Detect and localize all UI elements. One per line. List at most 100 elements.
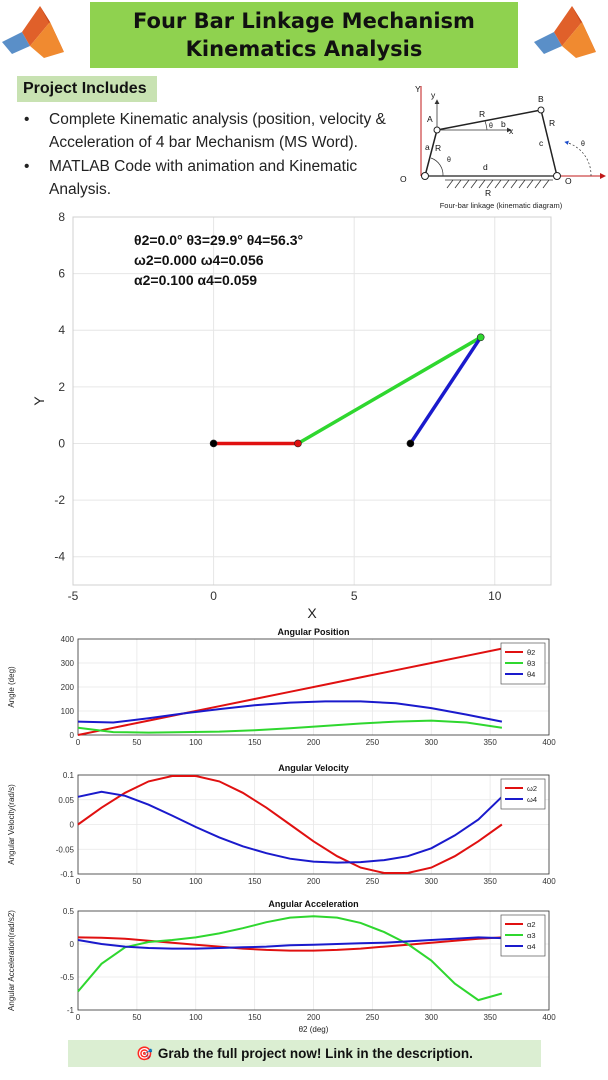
x-axis-label: X: [307, 605, 317, 621]
diagram-label-Y: Y: [415, 84, 421, 94]
link-2: [408, 336, 483, 445]
diagram-label-theta3: θ: [489, 123, 493, 130]
y-tick-label: 300: [61, 659, 75, 668]
x-tick-label: 350: [483, 877, 497, 886]
x-axis-label: θ2 (deg): [299, 1025, 329, 1034]
legend-label: θ4: [527, 670, 535, 679]
legend-label: ω4: [527, 795, 537, 804]
y-tick-label: -4: [54, 550, 65, 564]
x-tick-label: 10: [488, 589, 502, 603]
y-tick-label: 100: [61, 707, 75, 716]
y-tick-label: 0: [58, 436, 65, 450]
y-tick-label: 6: [58, 267, 65, 281]
angular-position-chart: Angular Position 0 50 100 150 200 250 300 350 400…: [7, 627, 556, 747]
x-tick-label: 300: [425, 877, 439, 886]
y-tick-label: 0: [70, 821, 75, 830]
plot-frame: [72, 216, 552, 586]
x-tick-label: 50: [132, 877, 141, 886]
y-tick-label: 400: [61, 635, 75, 644]
annotation-text: α2=0.100 α4=0.059: [134, 272, 257, 288]
x-tick-label: 100: [189, 738, 203, 747]
x-tick-label: 200: [307, 877, 321, 886]
mechanism-plot: -5 0 5 10 -4 -2 0 2 4 6 8 X Yθ2=0.0° θ3=29.9° θ4=56.…: [31, 210, 552, 621]
y-tick-label: 0.05: [58, 796, 74, 805]
chart-title: Angular Velocity: [278, 763, 349, 773]
title-banner: Four Bar Linkage Mechanism Kinematics An…: [90, 2, 518, 68]
x-tick-label: 350: [483, 1013, 497, 1022]
series-line-1: [77, 915, 503, 1002]
diagram-label-theta4: θ: [581, 141, 585, 148]
project-includes-heading: Project Includes: [17, 76, 157, 102]
y-axis-label: Angle (deg): [7, 666, 16, 708]
bullet-item: Complete Kinematic analysis (position, v…: [20, 108, 415, 154]
series-line-2: [77, 936, 502, 950]
x-tick-label: 50: [132, 1013, 141, 1022]
diagram-label-O2: O: [400, 174, 407, 184]
diagram-label-R4: R: [549, 118, 555, 128]
title-line-2: Kinematics Analysis: [185, 37, 423, 61]
series-line-0: [77, 936, 502, 952]
matlab-logo-left-icon: [2, 6, 64, 58]
series-line-0: [77, 775, 503, 874]
y-tick-label: 0: [70, 731, 75, 740]
y-tick-label: 0: [70, 940, 75, 949]
y-axis-label: Angular Acceleration(rad/s2): [7, 910, 16, 1011]
y-tick-label: -2: [54, 493, 65, 507]
x-tick-label: 150: [248, 877, 262, 886]
x-tick-label: 300: [425, 738, 439, 747]
x-tick-label: 200: [307, 1013, 321, 1022]
x-tick-label: 250: [366, 738, 380, 747]
y-axis-label: Y: [31, 396, 47, 406]
diagram-label-R2: R: [435, 143, 441, 153]
x-tick-label: 400: [542, 877, 556, 886]
y-tick-label: 2: [58, 380, 65, 394]
legend-label: α2: [527, 920, 536, 929]
y-tick-label: -1: [67, 1006, 75, 1015]
x-tick-label: 400: [542, 738, 556, 747]
y-tick-label: -0.05: [56, 845, 75, 854]
series-line-1: [77, 719, 503, 734]
x-tick-label: 300: [425, 1013, 439, 1022]
diagram-label-R1: R: [485, 188, 491, 198]
title-line-1: Four Bar Linkage Mechanism: [133, 9, 475, 33]
kinematic-diagram: Y y A B R R R R a b c d x O O θ θ θ Four…: [400, 84, 606, 210]
diagram-label-R3: R: [479, 109, 485, 119]
annotation-text: ω2=0.000 ω4=0.056: [134, 252, 264, 268]
x-tick-label: -5: [68, 589, 79, 603]
matlab-logo-right-icon: [534, 6, 596, 58]
plot-frame: [77, 638, 550, 736]
x-tick-label: 250: [366, 1013, 380, 1022]
x-tick-label: 0: [76, 738, 81, 747]
link-1: [297, 335, 482, 445]
joint-2: [476, 333, 485, 342]
legend-label: θ3: [527, 659, 535, 668]
y-tick-label: 0.1: [63, 771, 75, 780]
diagram-label-a: a: [425, 142, 430, 152]
x-tick-label: 150: [248, 738, 262, 747]
diagram-label-y: y: [431, 90, 436, 100]
legend-label: α3: [527, 931, 536, 940]
x-tick-label: 350: [483, 738, 497, 747]
diagram-caption: Four-bar linkage (kinematic diagram): [440, 201, 563, 210]
joint-3: [406, 439, 415, 448]
chart-title: Angular Position: [278, 627, 350, 637]
legend-label: ω2: [527, 784, 537, 793]
diagram-label-A: A: [427, 114, 433, 124]
cta-text: Grab the full project now! Link in the d…: [157, 1046, 473, 1061]
x-tick-label: 250: [366, 877, 380, 886]
diagram-label-c: c: [539, 138, 544, 148]
y-tick-label: 200: [61, 683, 75, 692]
x-tick-label: 150: [248, 1013, 262, 1022]
y-tick-label: 8: [58, 210, 65, 224]
x-tick-label: 0: [210, 589, 217, 603]
plot-frame: [77, 910, 550, 1011]
y-tick-label: -0.5: [60, 973, 74, 982]
legend-label: α4: [527, 942, 536, 951]
diagram-label-x: x: [509, 126, 514, 136]
chart-title: Angular Acceleration: [268, 899, 358, 909]
x-tick-label: 100: [189, 877, 203, 886]
bullet-item: MATLAB Code with animation and Kinematic…: [20, 155, 415, 201]
cta-banner[interactable]: 🎯 Grab the full project now! Link in the…: [68, 1040, 541, 1067]
angular-acceleration-chart: Angular Acceleration 0 50 100 150 200 250 300 35…: [7, 899, 556, 1034]
x-tick-label: 100: [189, 1013, 203, 1022]
